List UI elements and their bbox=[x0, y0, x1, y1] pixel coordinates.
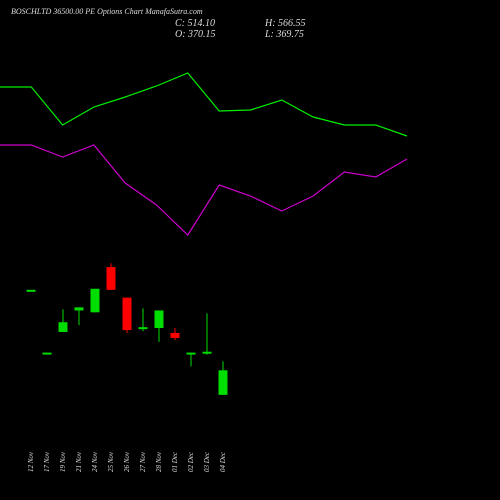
x-tick-label: 19 Nov bbox=[59, 451, 67, 472]
candle-body bbox=[170, 332, 180, 338]
line-series bbox=[0, 144, 408, 236]
x-tick-label: 12 Nov bbox=[27, 451, 35, 472]
candle-body bbox=[122, 297, 132, 331]
x-tick-label: 25 Nov bbox=[107, 451, 115, 472]
x-tick-label: 28 Nov bbox=[155, 451, 163, 472]
x-tick-label: 27 Nov bbox=[139, 451, 147, 472]
close-label: C: 514.10 bbox=[175, 18, 215, 29]
x-tick-label: 24 Nov bbox=[91, 451, 99, 472]
candle-body bbox=[218, 370, 228, 395]
line-series bbox=[0, 72, 408, 137]
high-label: H: 566.55 bbox=[264, 18, 306, 29]
open-label: O: 370.15 bbox=[175, 29, 216, 40]
x-tick-label: 03 Dec bbox=[203, 451, 211, 472]
candle-body bbox=[58, 322, 68, 332]
x-tick-label: 02 Dec bbox=[187, 451, 195, 472]
candle-body bbox=[26, 289, 36, 292]
candle-body bbox=[90, 288, 100, 313]
candle-body bbox=[202, 351, 212, 354]
x-tick-label: 26 Nov bbox=[123, 451, 131, 472]
candle-body bbox=[154, 310, 164, 329]
candle-body bbox=[74, 307, 84, 311]
chart-title: BOSCHLTD 36500.00 PE Options Chart Manaf… bbox=[11, 7, 203, 16]
candle-body bbox=[106, 267, 116, 290]
x-tick-label: 17 Nov bbox=[43, 451, 51, 472]
candle-body bbox=[42, 352, 52, 355]
x-tick-label: 01 Dec bbox=[171, 451, 179, 472]
candle-body bbox=[138, 327, 148, 330]
low-label: L: 369.75 bbox=[264, 29, 304, 40]
candle-body bbox=[186, 352, 196, 355]
x-tick-label: 04 Dec bbox=[219, 451, 227, 472]
x-tick-label: 21 Nov bbox=[75, 451, 83, 472]
